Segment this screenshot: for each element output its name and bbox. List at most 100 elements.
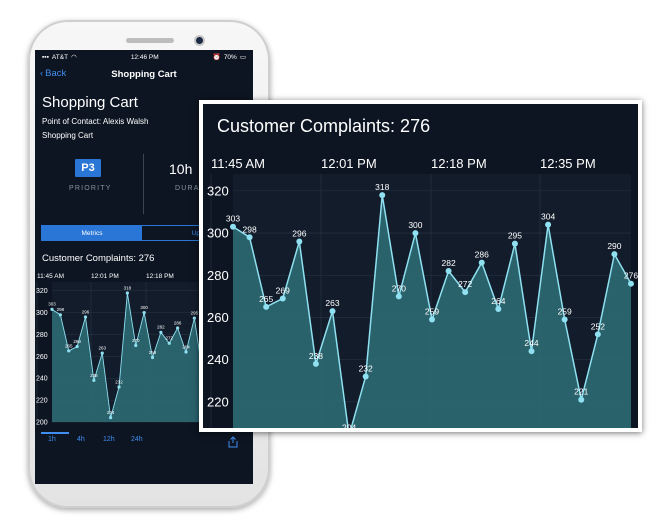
x-tick-label: 12:18 PM (146, 273, 174, 280)
priority-label: PRIORITY (69, 185, 112, 192)
data-label: 263 (325, 298, 339, 308)
data-label: 286 (174, 320, 182, 325)
data-point (379, 192, 386, 199)
data-label: 252 (591, 321, 605, 331)
signal-icon: ▪▪▪ (42, 53, 49, 61)
tab-24h[interactable]: 24h (131, 436, 143, 443)
page-meta: Point of Contact: Alexis Walsh Shopping … (42, 115, 253, 143)
zoom-chart-title: Customer Complaints: 276 (217, 116, 431, 136)
data-point (561, 316, 568, 323)
data-label: 318 (375, 182, 389, 192)
data-point (150, 355, 155, 360)
back-button[interactable]: ‹ Back (40, 68, 66, 79)
page-subtitle: Shopping Cart (42, 131, 94, 140)
status-bar: ▪▪▪ AT&T ◠ 12:46 PM ⏰ 70% ▭ (35, 50, 253, 64)
data-point (92, 378, 96, 383)
x-tick-label: 12:18 PM (431, 156, 487, 171)
data-point (594, 331, 601, 338)
data-label: 238 (309, 351, 323, 361)
duration-label: DURA (175, 185, 200, 192)
data-label: 270 (392, 283, 406, 293)
data-point (611, 251, 618, 258)
data-label: 204 (342, 423, 356, 428)
data-label: 296 (292, 229, 306, 239)
series-area (233, 195, 631, 428)
data-label: 221 (574, 387, 588, 397)
data-point (109, 416, 113, 420)
y-tick-label: 300 (207, 226, 229, 241)
time-range-tabs: 1h 4h 12h 24h (35, 432, 253, 454)
data-label: 244 (524, 338, 538, 348)
data-point (279, 295, 286, 302)
data-point (312, 360, 319, 367)
data-label: 259 (425, 307, 439, 317)
data-point (246, 234, 253, 241)
data-label: 296 (82, 309, 90, 314)
y-tick-label: 260 (36, 354, 48, 361)
data-label: 300 (140, 305, 148, 310)
data-point (395, 293, 402, 300)
tab-1h[interactable]: 1h (48, 436, 56, 443)
data-point (134, 343, 138, 348)
data-point (159, 330, 163, 334)
data-point (296, 238, 303, 245)
data-label: 286 (475, 250, 489, 260)
data-label: 298 (242, 224, 256, 234)
data-point (445, 268, 452, 275)
data-label: 298 (57, 307, 65, 312)
data-label: 276 (624, 271, 638, 281)
data-point (50, 307, 54, 311)
data-label: 264 (491, 296, 505, 306)
alarm-icon: ⏰ (212, 54, 221, 61)
data-point (429, 316, 435, 323)
y-tick-label: 200 (36, 419, 48, 426)
y-tick-label: 320 (207, 183, 229, 198)
data-point (192, 316, 196, 320)
data-label: 232 (359, 364, 373, 374)
share-icon[interactable] (228, 436, 238, 448)
data-label: 300 (408, 220, 422, 230)
duration-value: 10h (169, 161, 193, 177)
card-divider (143, 154, 144, 214)
data-point (495, 306, 502, 312)
nav-bar: ‹ Back Shopping Cart (35, 64, 253, 86)
y-tick-label: 260 (207, 310, 229, 325)
data-label: 269 (73, 339, 81, 344)
data-label: 204 (107, 410, 115, 415)
data-point (578, 396, 585, 403)
data-label: 265 (259, 294, 273, 304)
phone-speaker (126, 38, 174, 43)
page-title: Shopping Cart (42, 94, 138, 111)
x-tick-label: 12:35 PM (540, 156, 596, 171)
tab-4h[interactable]: 4h (77, 436, 85, 443)
data-label: 269 (276, 285, 290, 295)
y-tick-label: 320 (36, 288, 48, 295)
y-tick-label: 300 (36, 310, 48, 317)
data-point (67, 349, 71, 353)
data-point (511, 240, 518, 247)
data-label: 318 (124, 285, 132, 290)
data-point (117, 385, 121, 389)
segment-metrics[interactable]: Metrics (42, 226, 142, 240)
summary-cards: P3 PRIORITY 10h DURA (35, 150, 253, 228)
data-label: 282 (157, 325, 165, 330)
chevron-left-icon: ‹ (40, 68, 44, 79)
data-point (83, 315, 88, 319)
zoomed-chart-panel: Customer Complaints: 276 303 298 265 269 296… (199, 100, 642, 432)
data-label: 282 (441, 258, 455, 268)
data-label: 259 (149, 350, 157, 355)
tab-12h[interactable]: 12h (103, 436, 115, 443)
data-point (628, 280, 634, 287)
data-point (478, 259, 485, 266)
data-point (184, 350, 188, 354)
x-tick-label: 11:45 AM (211, 156, 265, 171)
data-point (230, 223, 236, 230)
data-point (528, 348, 535, 355)
data-label: 272 (458, 279, 472, 289)
data-label: 263 (98, 345, 106, 350)
y-tick-label: 240 (36, 376, 48, 383)
y-tick-label: 280 (207, 268, 229, 283)
data-label: 259 (558, 307, 572, 317)
data-label: 304 (541, 212, 555, 222)
